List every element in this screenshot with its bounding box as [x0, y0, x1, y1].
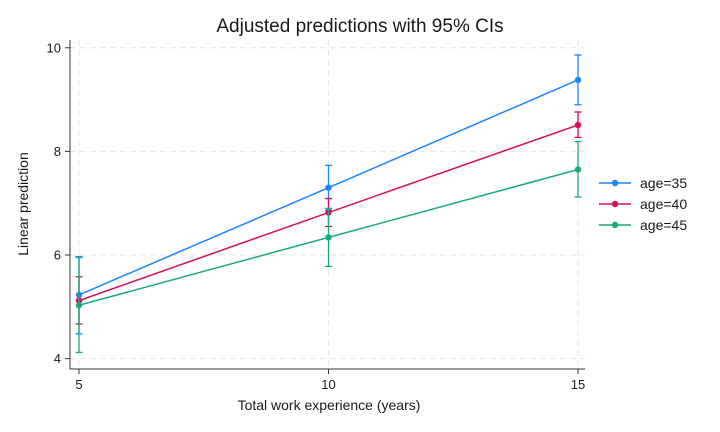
axes: 4 6 8 10 5 10 15	[47, 40, 585, 392]
x-tick-label: 5	[75, 377, 82, 392]
chart-title: Adjusted predictions with 95% CIs	[216, 16, 503, 37]
legend-item-age=35: age=35	[599, 175, 687, 191]
legend-label: age=45	[640, 217, 687, 233]
legend-item-age=45: age=45	[599, 217, 687, 233]
legend-swatch-marker	[611, 179, 619, 187]
y-axis-title: Linear prediction	[15, 152, 31, 256]
legend-swatch-marker	[611, 200, 619, 208]
y-tick-label: 6	[54, 248, 61, 263]
y-tick-label: 8	[54, 144, 61, 159]
data-point	[574, 76, 582, 84]
legend-swatch-marker	[611, 221, 619, 229]
data-point	[574, 166, 582, 173]
legend-label: age=40	[640, 196, 687, 212]
grid	[70, 40, 585, 369]
legend: age=35 age=40 age=45	[599, 175, 687, 233]
y-tick-label: 10	[47, 40, 61, 55]
legend-label: age=35	[640, 175, 687, 191]
data-point	[325, 184, 332, 191]
x-tick-label: 10	[321, 377, 335, 392]
x-axis-title: Total work experience (years)	[238, 397, 421, 413]
legend-item-age=40: age=40	[599, 196, 687, 212]
y-tick-label: 4	[54, 351, 61, 366]
series-layer	[75, 54, 582, 354]
data-point	[325, 234, 332, 241]
data-point	[75, 302, 83, 309]
x-tick-label: 15	[571, 377, 585, 392]
series-age=45	[75, 140, 582, 354]
data-point	[574, 121, 582, 129]
